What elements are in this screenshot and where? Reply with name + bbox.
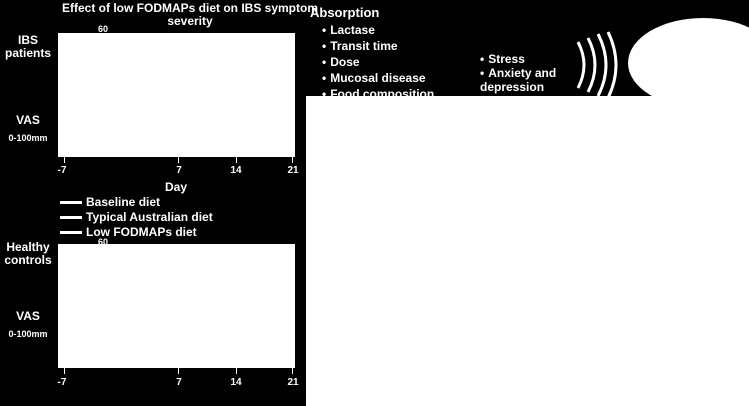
chart1-xtick-label: -7: [57, 165, 67, 176]
absorption-item: • Dose: [322, 55, 360, 69]
chart2-yunit: 0-100mm: [8, 329, 48, 339]
chart1-xtick: [236, 157, 237, 163]
chart2-ylabel: VAS: [16, 309, 40, 323]
chart1-plot-area: [58, 33, 295, 157]
chart1-yunit: 0-100mm: [8, 133, 48, 143]
chart1-xtick-label: 14: [230, 165, 242, 176]
legend-item-low-fodmap: Low FODMAPs diet: [60, 225, 197, 239]
chart2-xtick-label: 21: [287, 377, 299, 388]
chart1-xtick: [292, 157, 293, 163]
occluding-panel: [306, 96, 749, 406]
chart2-xtick-label: -7: [57, 377, 67, 388]
legend-label: Typical Australian diet: [86, 210, 213, 224]
legend-swatch: [60, 215, 82, 219]
chart2-xtick: [236, 368, 237, 374]
chart1-group-label: IBS patients: [4, 33, 51, 60]
chart2-xtick-label: 14: [230, 377, 242, 388]
chart1-xtick-label: 7: [176, 165, 182, 176]
absorption-item: • Transit time: [322, 39, 398, 53]
chart2-xtick: [178, 368, 179, 374]
chart1-top-snippet: 60: [98, 24, 109, 34]
chart1-xlabel: Day: [165, 180, 188, 194]
chart1-title: Effect of low FODMAPs diet on IBS sympto…: [61, 1, 318, 28]
sound-wave-icon: [576, 31, 618, 99]
legend-item-baseline: Baseline diet: [60, 195, 160, 209]
psych-item: • Anxiety and depression: [480, 66, 557, 94]
absorption-item: • Lactase: [322, 23, 375, 37]
absorption-heading: Absorption: [310, 5, 380, 20]
psych-item: • Stress: [480, 52, 525, 66]
chart2-xtick-label: 7: [176, 377, 182, 388]
legend-swatch: [60, 200, 82, 204]
head-silhouette-icon: [628, 18, 749, 108]
chart2-xtick: [64, 368, 65, 374]
legend-label: Baseline diet: [86, 195, 161, 209]
chart2-xtick: [292, 368, 293, 374]
absorption-item: • Mucosal disease: [322, 71, 426, 85]
legend-swatch: [60, 230, 82, 234]
legend-label: Low FODMAPs diet: [86, 225, 197, 239]
chart2-top-snippet: 60: [98, 237, 109, 247]
chart1-xtick-label: 21: [287, 165, 299, 176]
chart1-xtick: [64, 157, 65, 163]
chart1-xtick: [178, 157, 179, 163]
legend-item-typical: Typical Australian diet: [60, 210, 213, 224]
chart1-ylabel: VAS: [16, 113, 40, 127]
chart2-plot-area: [58, 244, 295, 368]
chart2-group-label: Healthy controls: [4, 240, 52, 267]
